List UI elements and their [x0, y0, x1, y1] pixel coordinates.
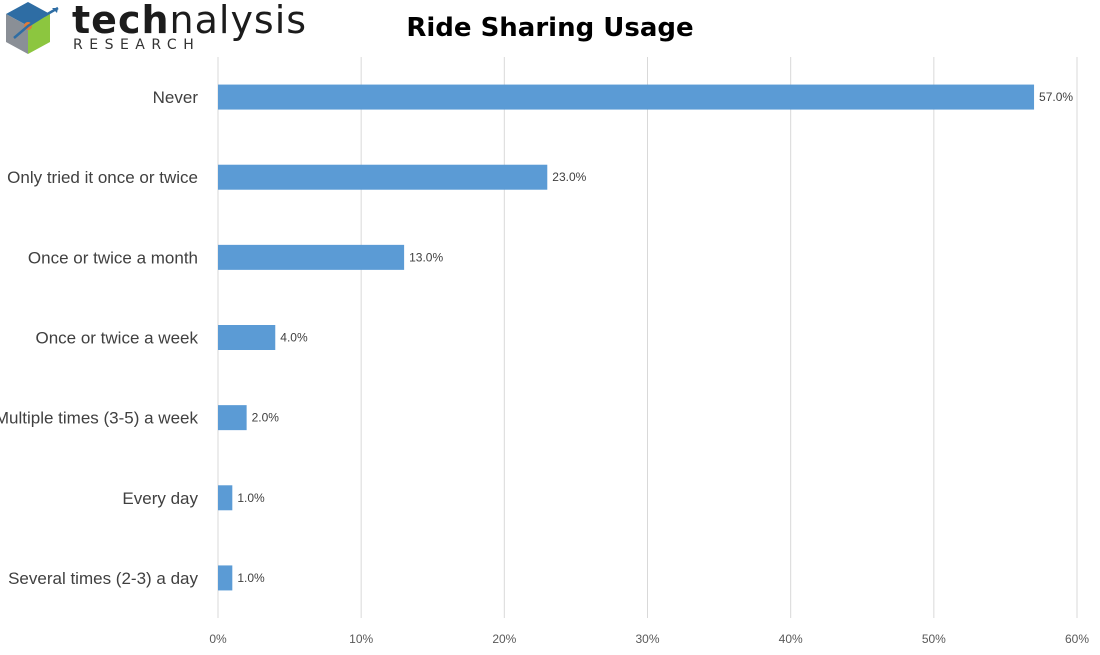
data-label: 1.0% — [237, 571, 265, 585]
x-tick-label: 20% — [492, 632, 516, 646]
category-label: Never — [153, 88, 199, 107]
logo-cube-icon — [6, 2, 59, 54]
bar — [218, 84, 1035, 110]
logo-wordmark: technalysis — [72, 0, 307, 42]
bar — [218, 565, 233, 591]
x-tick-label: 0% — [209, 632, 227, 646]
bar — [218, 325, 276, 350]
data-label: 1.0% — [237, 491, 265, 505]
logo-subtitle: RESEARCH — [73, 37, 201, 53]
data-label: 13.0% — [409, 250, 443, 264]
logo-word-light: nalysis — [169, 0, 308, 42]
chart-title: Ride Sharing Usage — [406, 13, 694, 43]
data-label: 23.0% — [552, 170, 586, 184]
category-label: Only tried it once or twice — [7, 168, 198, 187]
x-tick-label: 10% — [349, 632, 373, 646]
category-label: Every day — [122, 489, 198, 508]
bar — [218, 244, 405, 270]
x-tick-label: 60% — [1065, 632, 1089, 646]
data-label: 4.0% — [280, 331, 308, 345]
x-tick-label: 30% — [635, 632, 659, 646]
bar — [218, 485, 233, 511]
category-label: Several times (2-3) a day — [8, 569, 198, 588]
category-label: Multiple times (3-5) a week — [0, 409, 198, 428]
data-label: 57.0% — [1039, 90, 1073, 104]
x-tick-label: 40% — [779, 632, 803, 646]
data-label: 2.0% — [252, 411, 280, 425]
category-label: Once or twice a week — [35, 329, 198, 348]
logo: technalysis RESEARCH — [0, 0, 306, 58]
bar — [218, 164, 548, 190]
category-label: Once or twice a month — [28, 248, 198, 267]
x-tick-label: 50% — [922, 632, 946, 646]
bar — [218, 405, 247, 431]
logo-word-bold: tech — [72, 0, 170, 42]
